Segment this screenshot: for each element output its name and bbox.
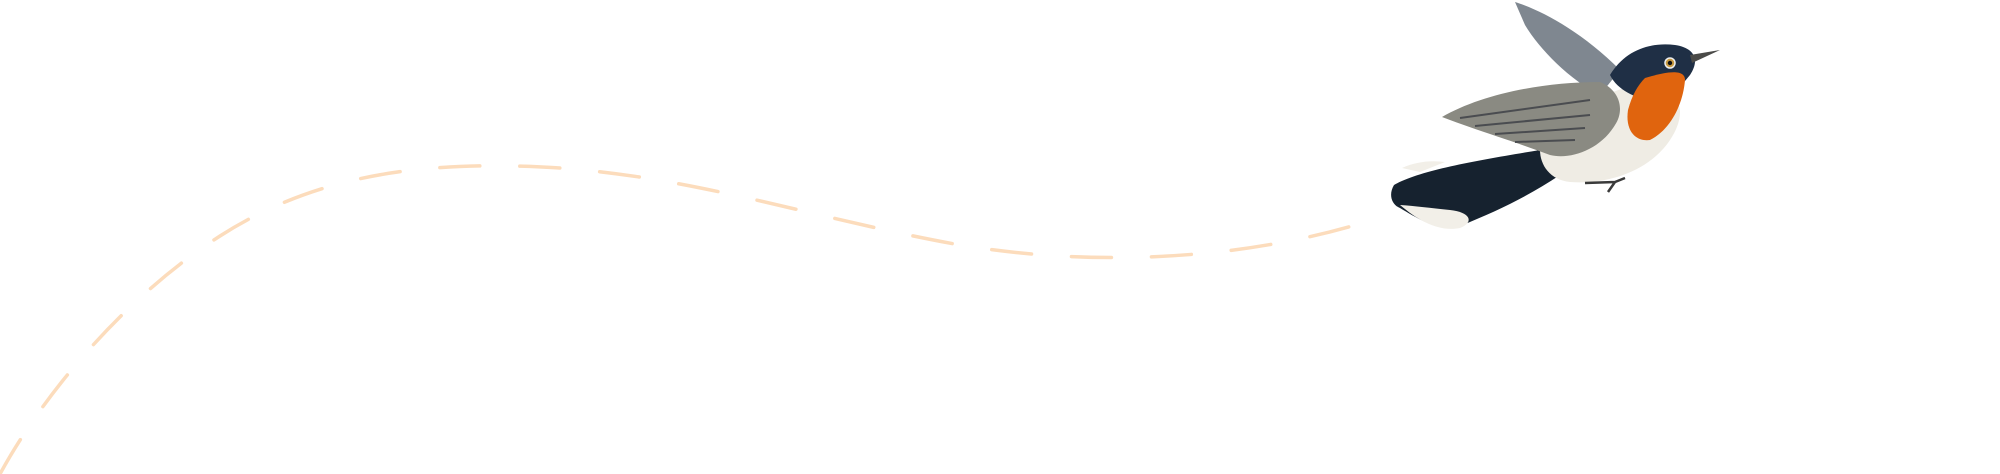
bird-tail (1391, 150, 1560, 228)
flight-path-dashed-line (0, 164, 1354, 474)
bird-beak (1690, 50, 1720, 63)
bird-upper-wing (1515, 2, 1620, 95)
bird-illustration (1391, 2, 1720, 229)
bird-throat (1627, 72, 1685, 141)
bird-lower-wing (1442, 82, 1620, 157)
bird-tail-tips (1400, 205, 1469, 229)
bird-feet (1584, 176, 1626, 193)
